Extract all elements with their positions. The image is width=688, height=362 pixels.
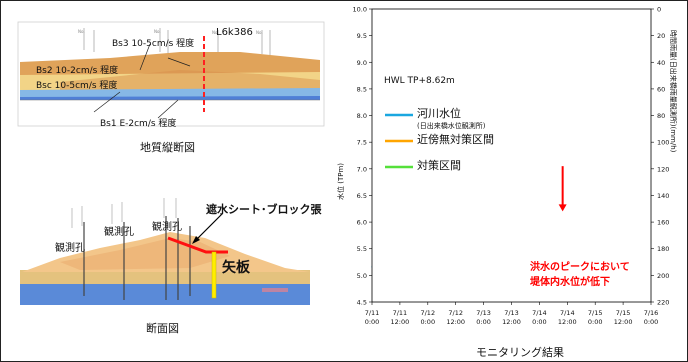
cross-section-caption: 断面図 — [146, 322, 179, 335]
y2-tick-label: 80 — [657, 112, 665, 120]
hwl-label: HWL TP+8.62m — [384, 76, 455, 86]
bs3-label: Bs3 10-5cm/s 程度 — [112, 39, 195, 49]
observation-well-label-3: 観測孔 — [152, 222, 182, 233]
y2-tick-label: 20 — [657, 32, 665, 40]
x-tick-date: 7/16 — [644, 309, 659, 317]
x-tick-date: 7/11 — [393, 309, 408, 317]
x-tick-time: 0:00 — [588, 318, 603, 326]
svg-text:No.: No. — [154, 29, 161, 34]
cs-survey-flags — [71, 198, 177, 228]
x-tick-date: 7/12 — [420, 309, 435, 317]
x-tick-time: 12:00 — [391, 318, 410, 326]
cs-sheet-leader — [195, 213, 223, 241]
sheet-pile-label: 矢板 — [222, 260, 250, 276]
sheet-label: 遮水シート･ブロック張 — [206, 203, 322, 216]
geology-survey-tags: No. No. No. No. — [78, 29, 263, 35]
y-tick-label: 7.0 — [357, 165, 367, 173]
x-tick-date: 7/11 — [365, 309, 380, 317]
x-tick-date: 7/14 — [532, 309, 547, 317]
y2-tick-label: 0 — [657, 6, 661, 14]
y2-tick-label: 140 — [657, 192, 669, 200]
y-tick-label: 9.0 — [357, 59, 367, 67]
y-tick-label: 5.0 — [357, 272, 367, 280]
y-axis-label: 水位 (TPm) — [337, 162, 345, 200]
y-tick-label: 9.5 — [357, 32, 367, 40]
svg-text:No.: No. — [256, 30, 263, 35]
y2-axis-label: 時間雨量(日出来橋雨量観測所)(mm/h) — [669, 30, 677, 153]
y-tick-label: 4.5 — [357, 299, 367, 307]
x-tick-date: 7/14 — [560, 309, 575, 317]
y2-tick-label: 120 — [657, 165, 669, 173]
y-tick-label: 6.0 — [357, 219, 367, 227]
x-tick-date: 7/12 — [448, 309, 463, 317]
svg-text:No.: No. — [212, 30, 219, 35]
x-tick-time: 12:00 — [502, 318, 521, 326]
annotation-line-1: 洪水のピークにおいて — [530, 262, 630, 273]
y2-tick-label: 220 — [657, 299, 669, 307]
x-tick-time: 12:00 — [614, 318, 633, 326]
legend-river-sub: (日出来橋水位観測所) — [417, 122, 486, 130]
geology-caption: 地質縦断図 — [140, 141, 195, 154]
legend-countermeasure-label: 対策区間 — [417, 159, 461, 172]
cs-observation-wells — [83, 216, 191, 300]
chart-annotation — [558, 166, 567, 212]
y-tick-label: 8.5 — [357, 85, 367, 93]
y2-tick-label: 160 — [657, 219, 669, 227]
annotation-line-2: 堤体内水位が低下 — [530, 277, 610, 288]
chart-x-ticks: 7/110:007/1112:007/120:007/1212:007/130:… — [365, 302, 659, 326]
bs1-label: Bs1 E-2cm/s 程度 — [100, 119, 177, 129]
x-tick-date: 7/15 — [588, 309, 603, 317]
geology-survey-markers — [83, 28, 271, 55]
y2-tick-label: 200 — [657, 272, 669, 280]
y-tick-label: 6.5 — [357, 192, 367, 200]
monitoring-caption: モニタリング結果 — [476, 346, 564, 359]
x-tick-time: 12:00 — [558, 318, 577, 326]
legend-nearby-label: 近傍無対策区間 — [417, 133, 494, 146]
svg-text:No.: No. — [78, 29, 85, 34]
y-tick-label: 10.0 — [353, 6, 367, 14]
cs-right-note — [262, 288, 288, 292]
x-tick-date: 7/15 — [616, 309, 631, 317]
annotation-arrow-head — [558, 204, 567, 212]
y-tick-label: 8.0 — [357, 112, 367, 120]
observation-well-label-1: 観測孔 — [55, 243, 85, 254]
x-tick-time: 0:00 — [420, 318, 435, 326]
cs-sheet-pile — [211, 251, 217, 299]
geology-leaders — [93, 43, 191, 119]
x-tick-time: 0:00 — [644, 318, 659, 326]
x-tick-time: 0:00 — [476, 318, 491, 326]
y2-tick-label: 60 — [657, 85, 665, 93]
y-tick-label: 5.5 — [357, 245, 367, 253]
bsc-label: Bsc 10-5cm/s 程度 — [36, 81, 118, 91]
bs2-label: Bs2 10-2cm/s 程度 — [36, 66, 119, 76]
section-marker-label: L6k386 — [216, 27, 253, 38]
layer-base — [20, 96, 320, 100]
x-tick-date: 7/13 — [504, 309, 519, 317]
y2-tick-label: 180 — [657, 245, 669, 253]
legend-swatch-nearby — [385, 139, 413, 143]
x-tick-time: 12:00 — [446, 318, 465, 326]
y2-tick-label: 100 — [657, 139, 669, 147]
cs-impermeable-sheet — [167, 236, 228, 254]
legend-swatch-river — [385, 113, 413, 117]
chart-legend: 河川水位 (日出来橋水位観測所) 近傍無対策区間 対策区間 — [383, 105, 533, 177]
legend-swatch-countermeasure — [385, 165, 413, 169]
cs-sheet-arrowhead — [192, 236, 200, 244]
y-tick-label: 7.5 — [357, 139, 367, 147]
chart-y2-ticks: 0 20 40 60 80 100 120 140 160 180 200 220 — [651, 6, 669, 307]
legend-river-label: 河川水位 — [417, 107, 461, 120]
chart-y-ticks: 4.5 5.0 5.5 6.0 6.5 7.0 7.5 8.0 8.5 9.0 9.5 10.0 — [353, 6, 372, 307]
x-tick-time: 0:00 — [532, 318, 547, 326]
observation-well-label-2: 観測孔 — [104, 227, 134, 238]
x-tick-time: 0:00 — [365, 318, 380, 326]
cs-subsoil — [20, 270, 310, 284]
x-tick-date: 7/13 — [476, 309, 491, 317]
cs-foundation — [20, 282, 310, 305]
y2-tick-label: 40 — [657, 59, 665, 67]
